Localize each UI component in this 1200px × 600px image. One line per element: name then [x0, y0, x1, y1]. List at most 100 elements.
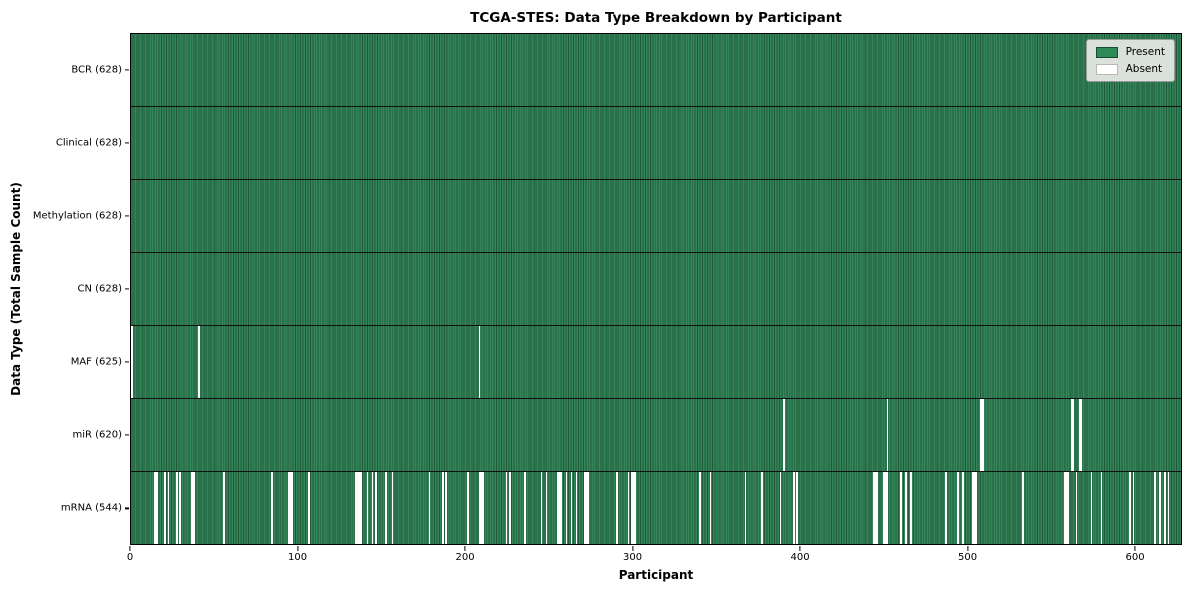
absent-marker — [793, 472, 795, 544]
absent-marker — [385, 472, 387, 544]
x-tick-mark — [129, 546, 131, 551]
absent-marker — [560, 472, 563, 544]
absent-marker — [192, 472, 195, 544]
absent-marker — [615, 472, 618, 544]
legend-label-absent: Absent — [1125, 63, 1163, 75]
x-tick-marks — [129, 546, 1182, 551]
absent-marker — [441, 472, 444, 544]
x-tick-mark — [799, 546, 801, 551]
absent-marker — [366, 472, 369, 544]
chart-title: TCGA-STES: Data Type Breakdown by Partic… — [470, 10, 842, 26]
legend: Present Absent — [1085, 39, 1175, 82]
y-tick-label: miR (620) — [72, 429, 122, 441]
y-tick-mark — [125, 434, 129, 436]
absent-marker — [910, 472, 912, 544]
absent-marker — [154, 472, 157, 544]
absent-marker — [308, 472, 310, 544]
x-tick-labels-group: 0 100 200 300 400 500 600 — [126, 552, 1182, 566]
absent-marker — [873, 472, 876, 544]
y-tick-label: mRNA (544) — [60, 502, 122, 514]
absent-marker — [883, 472, 886, 544]
absent-marker — [1129, 472, 1131, 544]
absent-marker — [1090, 472, 1093, 544]
y-tick-label: CN (628) — [77, 283, 122, 295]
absent-marker — [1072, 399, 1074, 471]
absent-marker — [480, 472, 483, 544]
absent-marker — [630, 472, 633, 544]
x-tick-mark — [464, 546, 466, 551]
absent-marker — [961, 472, 964, 544]
absent-marker — [478, 326, 481, 398]
absent-marker — [575, 472, 578, 544]
absent-marker — [1167, 472, 1170, 544]
absent-marker — [356, 472, 359, 544]
absent-marker — [289, 472, 292, 544]
absent-marker — [360, 472, 362, 544]
absent-marker — [699, 472, 702, 544]
absent-marker — [191, 472, 193, 544]
absent-marker — [972, 472, 974, 544]
x-tick-label: 400 — [790, 552, 810, 563]
x-tick-label: 500 — [958, 552, 978, 563]
absent-marker — [478, 472, 481, 544]
absent-marker — [131, 326, 133, 398]
y-tick-mark — [125, 142, 129, 144]
y-tick-label: Methylation (628) — [32, 210, 122, 222]
absent-marker — [1159, 472, 1161, 544]
absent-marker — [885, 472, 887, 544]
absent-marker — [584, 472, 586, 544]
row-MAF — [131, 326, 1181, 399]
absent-marker — [900, 472, 902, 544]
absent-swatch-icon — [1095, 63, 1118, 75]
absent-marker — [179, 472, 182, 544]
absent-marker — [886, 399, 889, 471]
absent-marker — [1067, 472, 1069, 544]
absent-marker — [744, 472, 747, 544]
absent-marker — [783, 399, 785, 471]
absent-marker — [585, 472, 588, 544]
absent-marker — [176, 472, 178, 544]
x-tick-label: 600 — [1125, 552, 1145, 563]
y-tick-label: Clinical (628) — [55, 137, 122, 149]
row-miR — [131, 399, 1181, 472]
present-swatch-icon — [1095, 46, 1118, 58]
x-tick-mark — [296, 546, 299, 551]
x-tick-mark — [966, 546, 969, 551]
absent-marker — [587, 472, 590, 544]
absent-marker — [1080, 399, 1083, 471]
absent-marker — [945, 472, 947, 544]
absent-marker — [796, 472, 799, 544]
absent-marker — [570, 472, 573, 544]
y-tick-mark — [125, 507, 129, 510]
absent-marker — [905, 472, 907, 544]
absent-marker — [1063, 472, 1066, 544]
absent-marker — [1075, 472, 1078, 544]
absent-marker — [288, 472, 290, 544]
absent-marker — [627, 472, 630, 544]
x-tick-label: 200 — [455, 552, 475, 563]
absent-marker — [875, 472, 877, 544]
legend-label-present: Present — [1125, 46, 1165, 58]
y-tick-mark — [125, 288, 129, 290]
legend-item-present: Present — [1095, 46, 1165, 58]
absent-marker — [482, 472, 484, 544]
x-tick-label: 300 — [623, 552, 643, 563]
absent-marker — [508, 472, 511, 544]
absent-marker — [523, 472, 526, 544]
y-tick-marks — [125, 33, 130, 545]
absent-marker — [222, 472, 225, 544]
absent-marker — [1154, 472, 1156, 544]
row-mRNA — [131, 472, 1181, 544]
x-tick-label: 0 — [126, 552, 134, 563]
x-tick-label: 100 — [287, 552, 308, 563]
y-tick-mark — [125, 68, 129, 71]
row-Methylation — [131, 180, 1181, 253]
absent-marker — [1065, 472, 1068, 544]
absent-marker — [156, 472, 158, 544]
absent-marker — [445, 472, 447, 544]
y-tick-label: MAF (625) — [70, 356, 122, 368]
absent-marker — [973, 472, 976, 544]
absent-marker — [291, 472, 294, 544]
absent-marker — [540, 472, 543, 544]
y-tick-mark — [125, 361, 129, 363]
